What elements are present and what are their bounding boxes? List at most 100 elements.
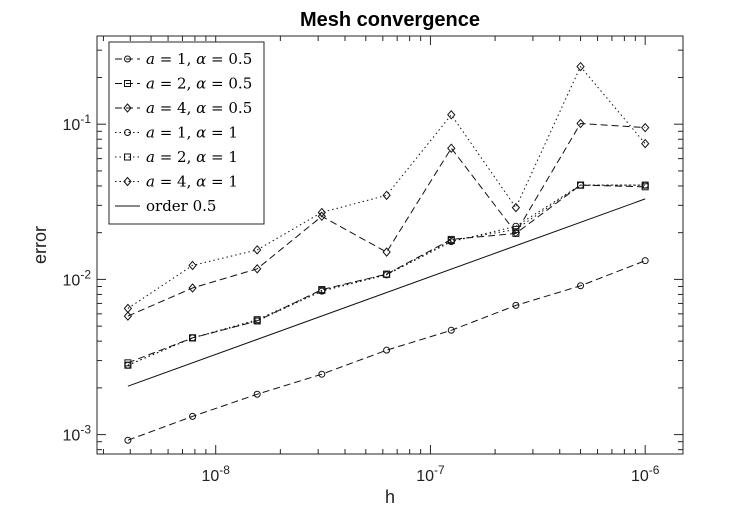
legend-label-part: = 2,	[155, 75, 196, 93]
data-point	[253, 264, 262, 274]
y-tick-label: 10-3	[63, 423, 92, 445]
legend-label: order 0.5	[146, 197, 216, 215]
x-tick-label: 10-7	[416, 463, 445, 485]
data-point	[576, 118, 585, 129]
legend-label: a = 2, α = 1	[146, 148, 238, 166]
legend-label-part: = 2,	[155, 148, 196, 166]
legend-label: a = 4, α = 1	[146, 173, 238, 191]
legend-entry-6: a = 4, α = 1	[115, 173, 238, 191]
y-tick-label-exponent: -3	[80, 423, 91, 437]
data-point	[511, 227, 521, 238]
x-tick-label-exponent: -8	[219, 463, 230, 477]
data-point	[188, 283, 197, 293]
legend-label-part: = 0.5	[206, 75, 252, 93]
data-point	[188, 260, 197, 271]
series-line	[127, 260, 646, 441]
data-point	[189, 412, 197, 420]
legend-label: a = 1, α = 1	[146, 124, 238, 142]
data-point	[317, 211, 326, 222]
data-point	[447, 237, 455, 245]
plot-area-frame	[96, 35, 684, 455]
x-tick-label-base: 10	[631, 468, 649, 485]
axis-ticks: 10-8 10-7 10-610-310-210-1	[63, 36, 683, 485]
legend-label-part: = 1	[206, 173, 238, 191]
data-point	[512, 301, 520, 309]
y-tick-label-base: 10	[63, 117, 81, 134]
legend-entry-4: a = 1, α = 1	[115, 124, 238, 142]
y-tick-label-exponent: -1	[80, 112, 91, 126]
data-point	[383, 270, 391, 278]
legend-label-part: = 4,	[155, 173, 196, 191]
legend-label-part: = 4,	[155, 99, 196, 117]
series-3	[123, 118, 650, 321]
chart-title: Mesh convergence	[300, 9, 480, 31]
legend-box	[108, 41, 265, 225]
y-tick-label-base: 10	[63, 428, 81, 445]
data-point	[253, 316, 261, 324]
legend-label-part: α	[196, 50, 206, 68]
data-point	[318, 286, 326, 294]
data-point	[447, 326, 455, 334]
data-point	[123, 303, 133, 314]
legend-label-part: a	[146, 50, 155, 68]
y-tick-label-exponent: -2	[80, 267, 91, 281]
data-point	[447, 110, 456, 120]
y-tick-label: 10-1	[63, 112, 92, 134]
data-point	[447, 143, 456, 153]
data-point	[123, 311, 133, 321]
legend-marker	[124, 129, 131, 136]
legend-marker	[123, 103, 132, 113]
legend-marker	[124, 80, 131, 87]
legend-label-part: = 1,	[155, 50, 196, 68]
series-1	[124, 257, 649, 444]
series-6	[123, 61, 650, 314]
legend-marker	[124, 55, 131, 63]
legend-label-part: a	[146, 148, 155, 166]
data-point	[577, 282, 585, 290]
data-point	[641, 181, 649, 189]
data-point	[576, 61, 585, 72]
legend-label-part: a	[146, 75, 155, 93]
legend-label-part: a	[146, 124, 155, 142]
y-tick-label: 10-2	[63, 267, 92, 289]
legend-entry-7: order 0.5	[115, 197, 216, 215]
legend-label-part: α	[196, 99, 206, 117]
legend-label-part: α	[196, 148, 206, 166]
legend: a = 1, α = 0.5a = 2, α = 0.5a = 4, α = 0…	[108, 41, 265, 225]
legend-label-part: α	[196, 124, 206, 142]
legend-label-part: = 0.5	[206, 99, 252, 117]
x-tick-label-base: 10	[416, 468, 434, 485]
series-line	[127, 184, 646, 364]
legend-label-part: = 1	[206, 124, 238, 142]
legend-label-part: α	[196, 75, 206, 93]
x-tick-label-exponent: -7	[434, 463, 445, 477]
x-tick-label: 10-6	[631, 463, 660, 485]
series-line	[127, 65, 646, 309]
data-point	[382, 190, 391, 201]
data-point	[511, 202, 521, 213]
x-axis-label: h	[385, 487, 395, 507]
series-5	[124, 181, 649, 369]
data-point	[383, 346, 391, 354]
series-layer	[123, 61, 650, 444]
legend-label: a = 2, α = 0.5	[146, 75, 252, 93]
x-tick-label: 10-8	[201, 463, 230, 485]
data-point	[124, 436, 132, 444]
data-point	[124, 361, 132, 369]
data-point	[641, 138, 650, 149]
y-tick-label-base: 10	[63, 272, 81, 289]
legend-entry-3: a = 4, α = 0.5	[115, 99, 252, 117]
legend-entry-1: a = 1, α = 0.5	[115, 50, 252, 68]
legend-entry-2: a = 2, α = 0.5	[115, 75, 252, 93]
y-axis-label: error	[30, 226, 50, 264]
series-line	[127, 184, 646, 366]
series-line	[127, 184, 646, 366]
x-tick-label-base: 10	[201, 468, 219, 485]
data-point	[318, 370, 326, 378]
series-line	[127, 122, 646, 317]
legend-label-part: a	[146, 99, 155, 117]
legend-label: a = 1, α = 0.5	[146, 50, 252, 68]
data-point	[512, 225, 520, 233]
data-point	[317, 207, 326, 218]
